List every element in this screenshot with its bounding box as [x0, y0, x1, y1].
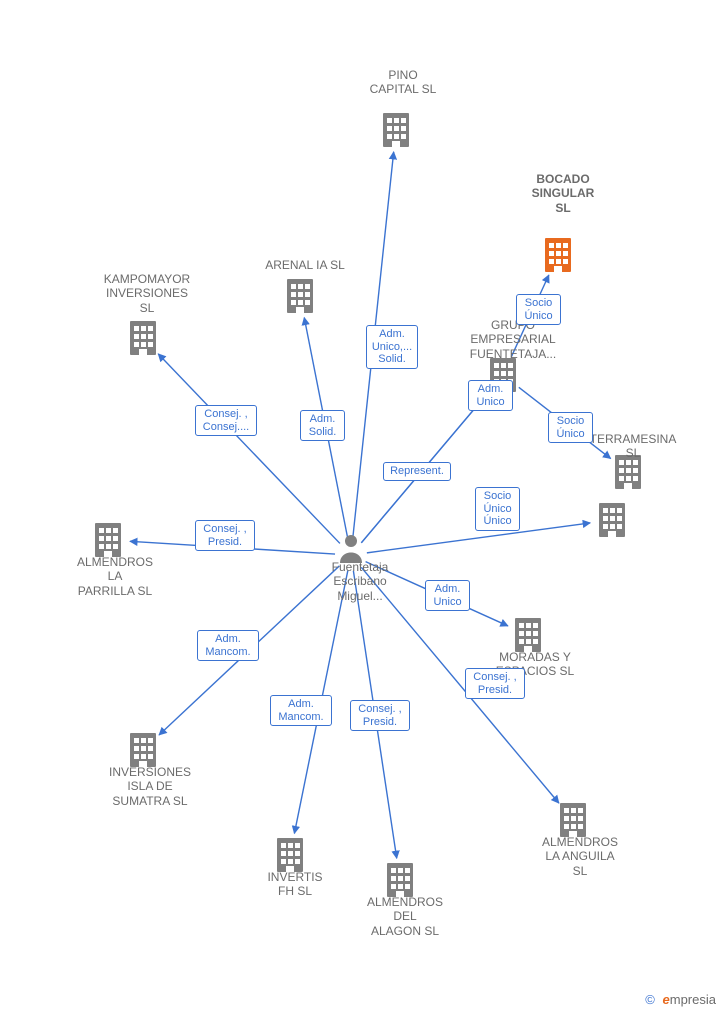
building-icon[interactable] [277, 838, 303, 872]
edge-line [361, 567, 559, 803]
building-icon[interactable] [95, 523, 121, 557]
edge-line [130, 541, 335, 554]
building-icon[interactable] [130, 321, 156, 355]
building-icon[interactable] [383, 113, 409, 147]
edge-line [158, 354, 340, 544]
edge-line [353, 571, 396, 858]
building-icon[interactable] [287, 279, 313, 313]
edge-line [366, 562, 508, 626]
copyright-symbol: © [645, 992, 655, 1007]
edge-line [367, 523, 590, 553]
edge-line [294, 571, 347, 834]
edge-line [511, 275, 549, 357]
edge-line [361, 392, 488, 543]
building-icon[interactable] [615, 455, 641, 489]
brand-rest: mpresia [670, 992, 716, 1007]
edge-line [159, 566, 339, 735]
person-icon[interactable] [340, 535, 362, 563]
building-icon[interactable] [545, 238, 571, 272]
building-icon[interactable] [599, 503, 625, 537]
building-icon[interactable] [490, 358, 516, 392]
building-icon[interactable] [560, 803, 586, 837]
diagram-canvas [0, 0, 728, 1015]
building-icon[interactable] [387, 863, 413, 897]
building-icon[interactable] [515, 618, 541, 652]
edge-line [519, 387, 611, 458]
footer-branding: © empresia [645, 992, 716, 1007]
building-icon[interactable] [130, 733, 156, 767]
brand-first-letter: e [663, 992, 670, 1007]
edge-line [353, 152, 394, 539]
edge-line [304, 318, 348, 540]
